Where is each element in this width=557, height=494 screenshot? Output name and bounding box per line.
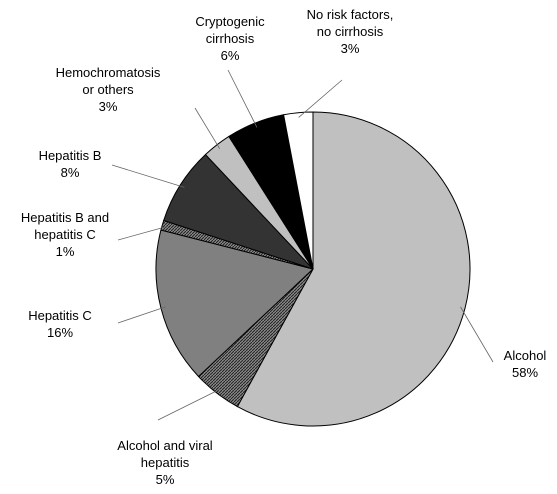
value-label: 1% bbox=[55, 244, 75, 259]
leader-line bbox=[117, 226, 167, 241]
leader-line bbox=[227, 69, 258, 128]
category-label: Alcohol and viral hepatitis bbox=[117, 438, 213, 470]
leader-line bbox=[460, 306, 494, 363]
category-label: Hepatitis C bbox=[28, 308, 92, 323]
category-label: Hepatitis B bbox=[38, 148, 102, 163]
pie-slice bbox=[282, 111, 314, 270]
value-label: 6% bbox=[220, 48, 240, 63]
leader-line bbox=[117, 306, 166, 324]
value-label: 8% bbox=[60, 165, 80, 180]
slice-label: Alcohol 58% bbox=[425, 347, 557, 381]
slice-label: Hepatitis B and hepatitis C 1% bbox=[0, 209, 165, 260]
value-label: 16% bbox=[46, 325, 74, 340]
category-label: Cryptogenic cirrhosis bbox=[195, 14, 265, 46]
leader-line bbox=[111, 164, 185, 188]
slice-label: Cryptogenic cirrhosis 6% bbox=[130, 13, 330, 64]
slice-label: Alcohol and viral hepatitis 5% bbox=[65, 437, 265, 488]
value-label: 3% bbox=[98, 99, 118, 114]
pie-slice bbox=[236, 111, 471, 427]
category-label: Alcohol bbox=[503, 348, 547, 363]
category-label: No risk factors, no cirrhosis bbox=[306, 7, 394, 39]
value-label: 5% bbox=[155, 472, 175, 487]
slice-label: Hemochromatosis or others 3% bbox=[8, 64, 208, 115]
category-label: Hepatitis B and hepatitis C bbox=[20, 210, 110, 242]
slice-label: No risk factors, no cirrhosis 3% bbox=[250, 6, 450, 57]
slice-label: Hepatitis C 16% bbox=[0, 307, 160, 341]
leader-line bbox=[194, 107, 221, 149]
leader-line bbox=[298, 79, 343, 118]
leader-line bbox=[157, 388, 220, 421]
value-label: 58% bbox=[511, 365, 539, 380]
slice-label: Hepatitis B 8% bbox=[0, 147, 170, 181]
value-label: 3% bbox=[340, 41, 360, 56]
category-label: Hemochromatosis or others bbox=[55, 65, 161, 97]
